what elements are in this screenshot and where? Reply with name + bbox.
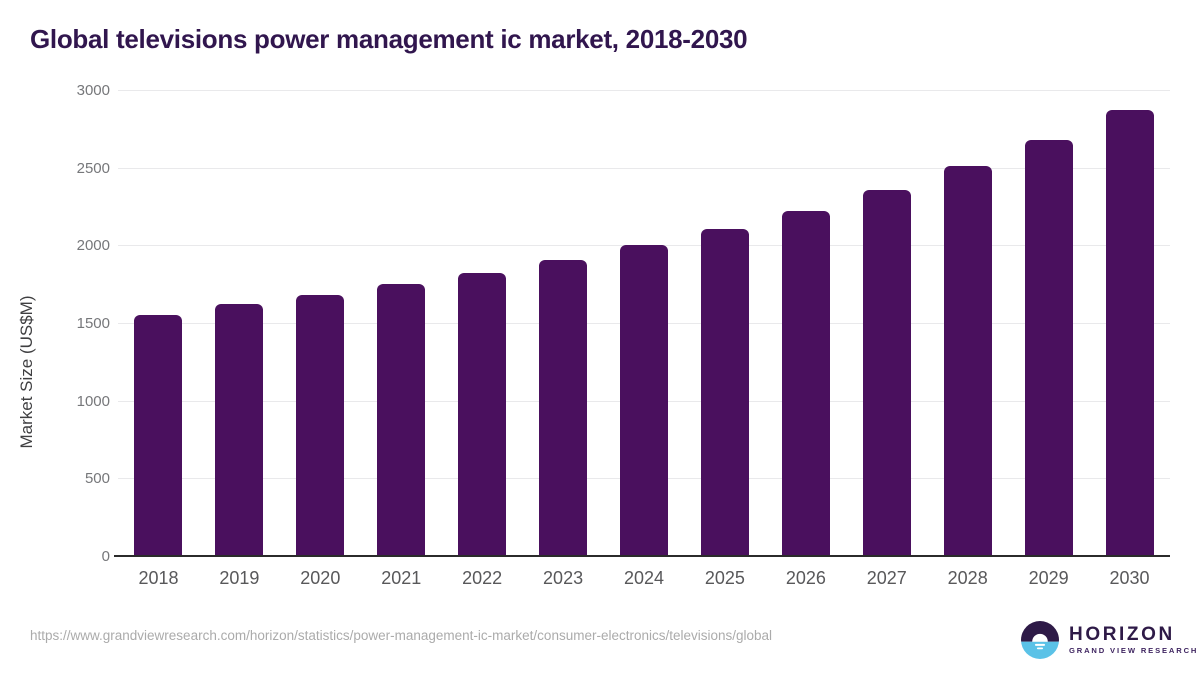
bar-slot-2026 bbox=[765, 91, 846, 555]
bar-2026 bbox=[781, 211, 830, 555]
x-tick-label-2026: 2026 bbox=[785, 568, 826, 588]
x-axis-line bbox=[114, 555, 1170, 557]
bar-slot-2027 bbox=[846, 91, 927, 555]
bar-slot-2022 bbox=[442, 91, 523, 555]
x-tick-label-2020: 2020 bbox=[300, 568, 341, 588]
y-tick-label: 0 bbox=[101, 548, 110, 565]
x-tick-label-2024: 2024 bbox=[623, 568, 665, 588]
x-tick-label-2028: 2028 bbox=[947, 568, 988, 588]
bar-2019 bbox=[215, 304, 264, 555]
bar-slot-2025 bbox=[684, 91, 765, 555]
bar-slot-2030 bbox=[1089, 91, 1170, 555]
x-tick-label-2018: 2018 bbox=[138, 568, 179, 588]
x-tick-label-2021: 2021 bbox=[381, 568, 422, 588]
gridline-2500 bbox=[118, 167, 1170, 169]
horizon-logo-text: HORIZON GRAND VIEW RESEARCH bbox=[1069, 624, 1199, 656]
bar-2024 bbox=[619, 245, 668, 555]
y-tick-label: 3000 bbox=[76, 82, 110, 99]
x-tick-label-2025: 2025 bbox=[704, 568, 745, 588]
bar-2029 bbox=[1024, 140, 1073, 555]
bar-slot-2019 bbox=[199, 91, 280, 555]
y-tick-label: 2000 bbox=[76, 237, 110, 255]
bar-2023 bbox=[539, 260, 588, 555]
y-tick-label: 1500 bbox=[76, 315, 110, 332]
bar-2030 bbox=[1105, 110, 1154, 555]
chart-title: Global televisions power management ic m… bbox=[30, 24, 748, 54]
x-tick-label-2029: 2029 bbox=[1028, 568, 1069, 588]
bar-slot-2021 bbox=[361, 91, 442, 555]
bar-slot-2018 bbox=[118, 91, 199, 555]
x-tick-label-2023: 2023 bbox=[543, 568, 584, 588]
gridline-3000 bbox=[118, 90, 1170, 91]
bars-layer bbox=[118, 91, 1170, 555]
bar-slot-2029 bbox=[1008, 91, 1089, 555]
y-tick-label: 500 bbox=[84, 470, 110, 488]
plot-area bbox=[114, 90, 1170, 557]
x-axis-ticks: 2018 2019 2020 2021 2022 2023 2024 2025 2026 2027… bbox=[118, 568, 1170, 589]
bar-slot-2023 bbox=[523, 91, 604, 555]
bar-2022 bbox=[458, 273, 507, 555]
bar-2018 bbox=[134, 315, 183, 555]
bar-2025 bbox=[700, 229, 749, 555]
y-tick-label: 2500 bbox=[76, 159, 110, 177]
y-axis-title: Market Size (US$M) bbox=[17, 295, 36, 449]
x-tick-label-2019: 2019 bbox=[219, 568, 260, 588]
logo-subbrand: GRAND VIEW RESEARCH bbox=[1069, 646, 1199, 655]
x-tick-label-2027: 2027 bbox=[866, 568, 907, 588]
y-tick-label: 1000 bbox=[76, 392, 110, 410]
x-tick-label-2022: 2022 bbox=[462, 568, 503, 588]
source-url: https://www.grandviewresearch.com/horizo… bbox=[30, 628, 773, 643]
bar-2021 bbox=[377, 284, 426, 555]
bar-2027 bbox=[862, 190, 911, 555]
bar-slot-2024 bbox=[604, 91, 685, 555]
horizon-logo: HORIZON GRAND VIEW RESEARCH bbox=[1021, 621, 1198, 659]
bar-2020 bbox=[296, 295, 345, 555]
bar-slot-2028 bbox=[927, 91, 1008, 555]
bar-slot-2020 bbox=[280, 91, 361, 555]
bar-2028 bbox=[943, 166, 992, 555]
horizon-logo-icon bbox=[1021, 621, 1059, 659]
logo-brand: HORIZON bbox=[1069, 624, 1175, 645]
x-tick-label-2030: 2030 bbox=[1109, 568, 1150, 588]
